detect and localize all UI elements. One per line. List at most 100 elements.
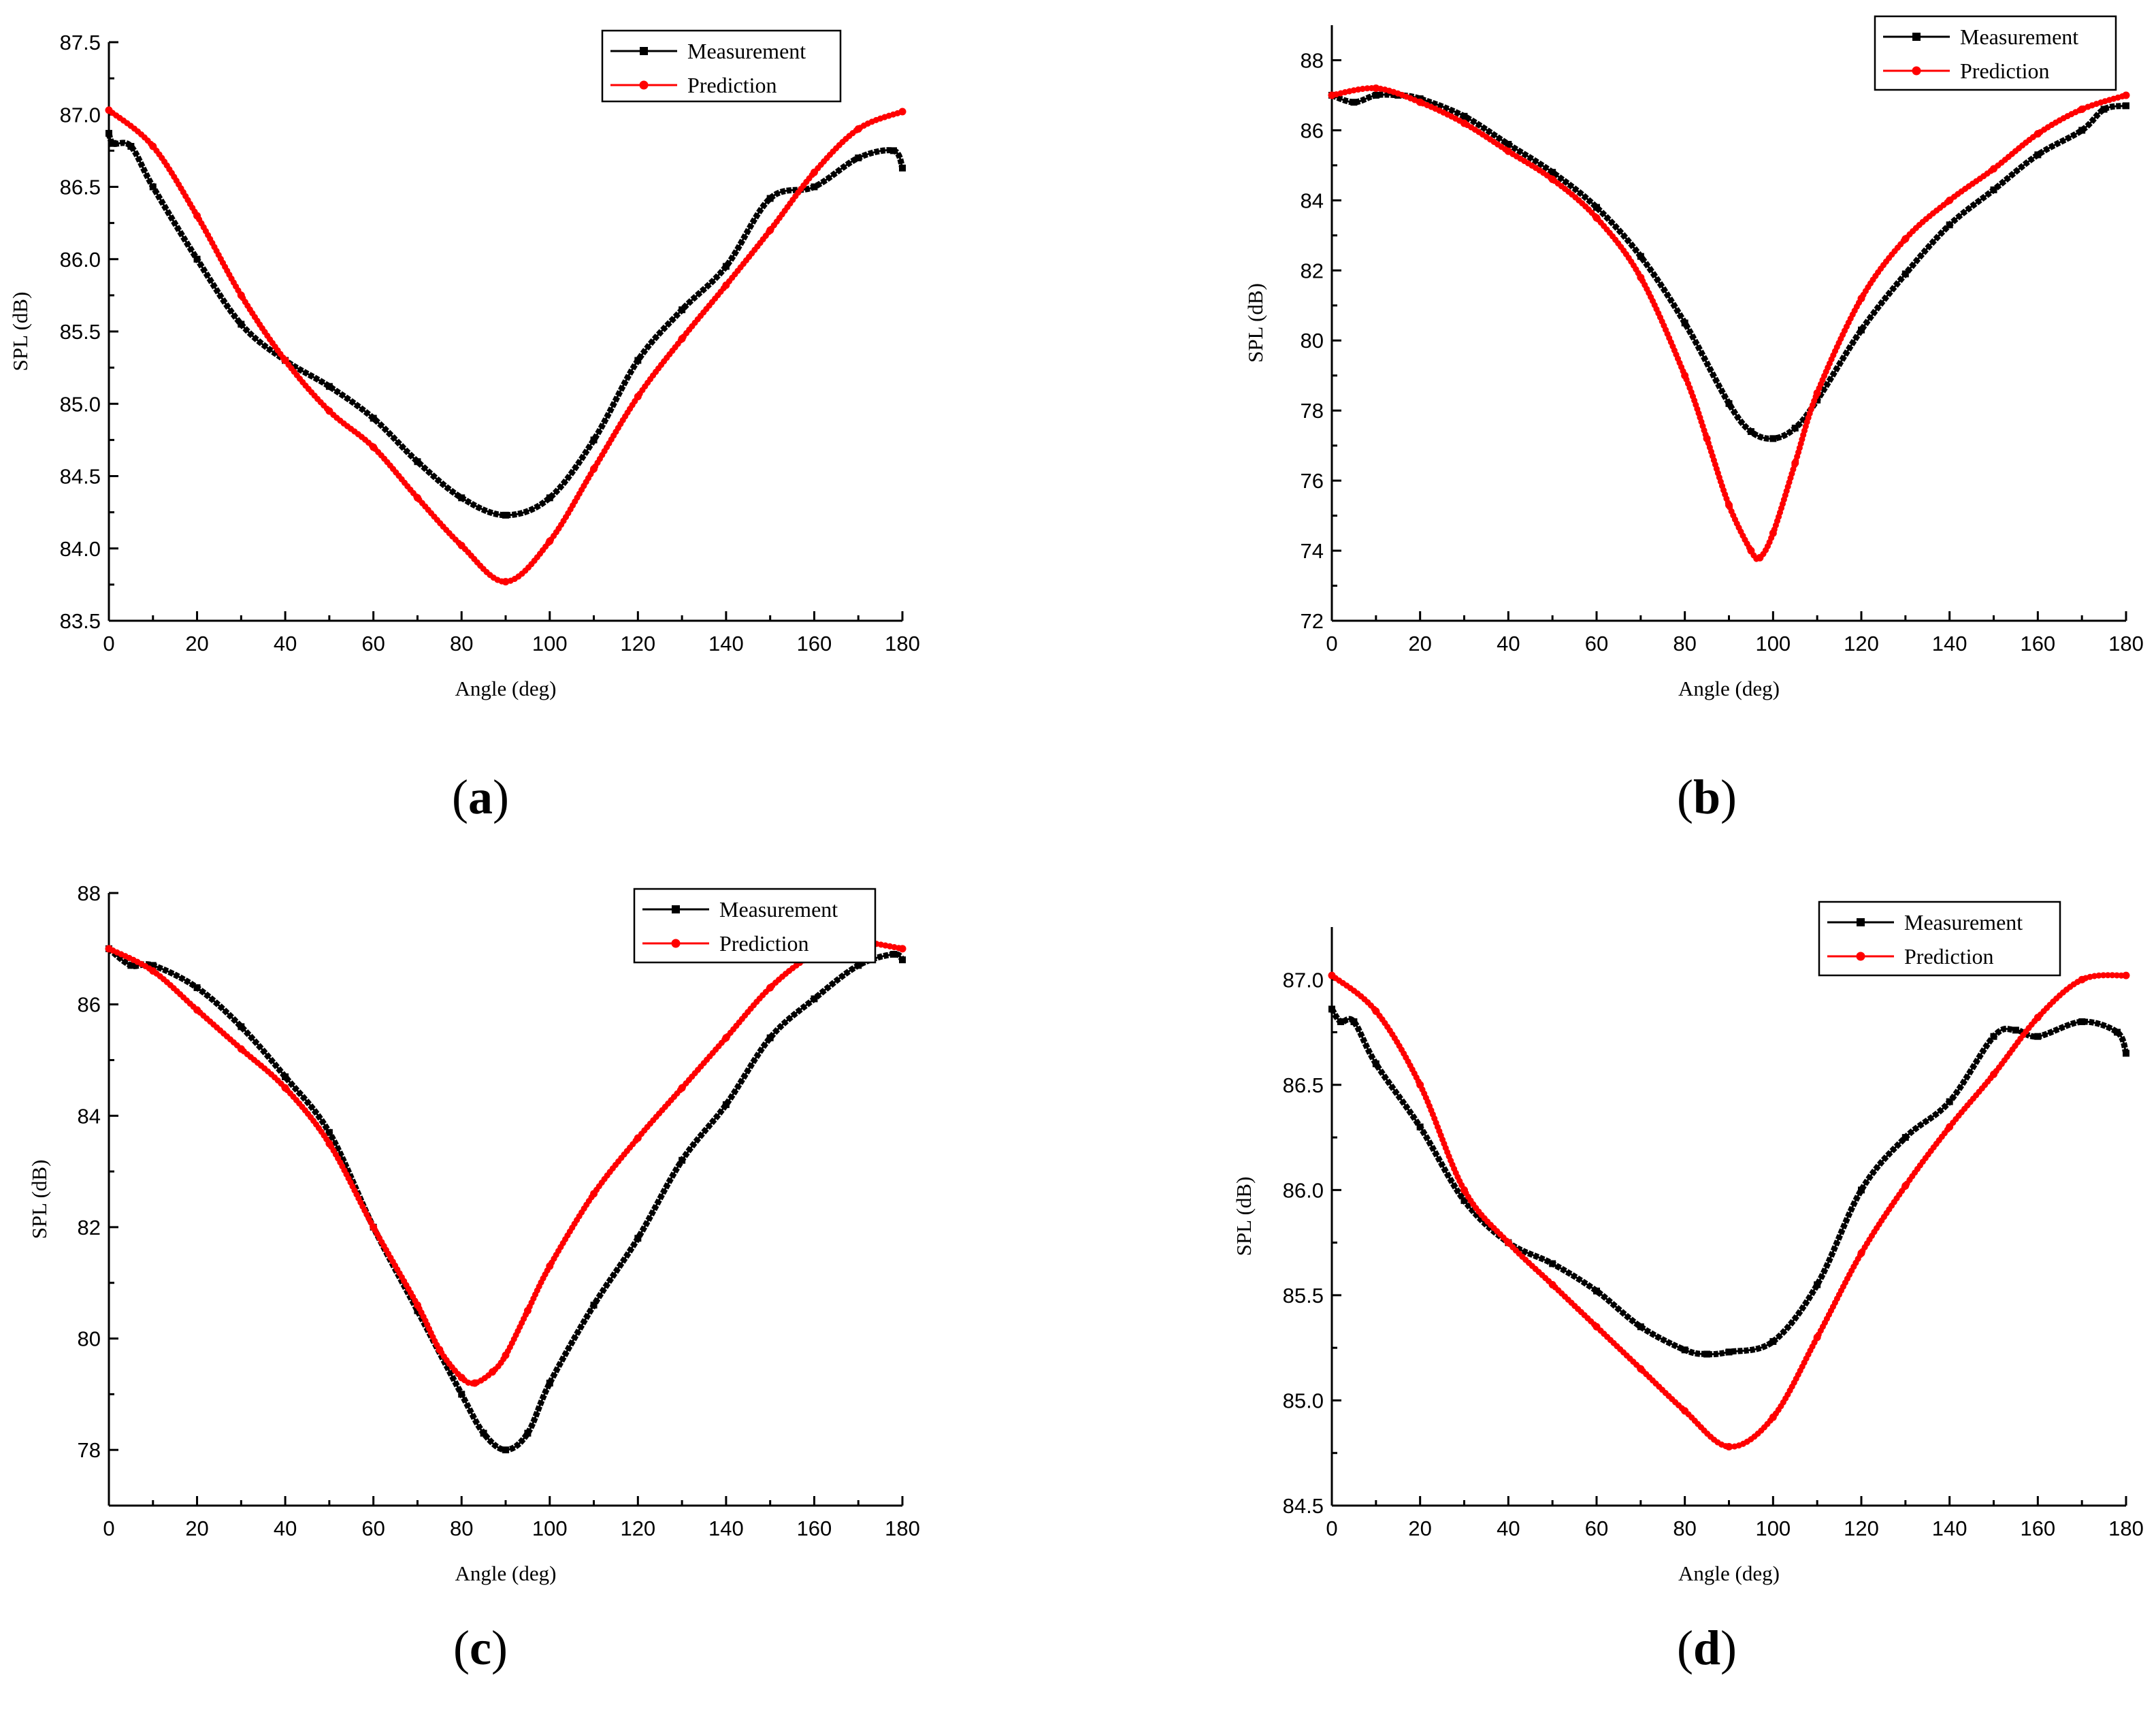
x-tick-label: 60: [1585, 1516, 1608, 1540]
data-point-prediction: [105, 945, 113, 953]
panel-label: (d): [1677, 1621, 1737, 1675]
data-point-measurement: [722, 263, 730, 270]
data-point-measurement: [105, 129, 112, 137]
data-point-prediction: [1328, 971, 1336, 979]
legend-label-prediction: Prediction: [1960, 59, 2050, 83]
data-point-measurement: [2078, 1018, 2086, 1026]
legend-marker-circle: [671, 939, 681, 948]
x-tick-label: 120: [620, 1516, 655, 1540]
data-point-measurement: [524, 1429, 532, 1437]
data-point-prediction: [1791, 459, 1799, 467]
data-point-measurement: [1337, 1018, 1344, 1026]
data-point-measurement: [1637, 253, 1644, 260]
data-point-measurement: [238, 1023, 245, 1031]
data-point-measurement: [766, 195, 774, 202]
x-axis-title: Angle (deg): [455, 1561, 557, 1585]
legend-box: [1874, 15, 2117, 91]
data-point-prediction: [1548, 175, 1556, 183]
legend-box: [601, 29, 842, 103]
panel-label: (b): [1677, 770, 1737, 824]
legend-label-measurement: Measurement: [1904, 910, 2023, 935]
data-point-prediction: [898, 108, 906, 116]
data-point-measurement: [899, 164, 906, 172]
legend-marker-circle: [1912, 66, 1921, 76]
data-point-prediction: [678, 335, 686, 343]
legend-label-prediction: Prediction: [687, 73, 777, 97]
series-core-prediction: [1331, 86, 2127, 560]
data-point-measurement: [811, 995, 818, 1003]
x-tick-label: 60: [361, 1516, 385, 1540]
x-tick-label: 0: [1326, 1516, 1337, 1540]
data-point-prediction: [370, 443, 378, 451]
legend-marker-square: [640, 47, 648, 55]
data-point-prediction: [325, 1139, 333, 1148]
data-point-prediction: [370, 1223, 378, 1231]
x-tick-label: 60: [1585, 632, 1608, 655]
data-point-prediction: [1372, 84, 1380, 93]
data-point-prediction: [1637, 274, 1645, 282]
y-tick-label: 84: [1301, 189, 1324, 212]
x-tick-label: 20: [1408, 632, 1431, 655]
y-tick-label: 80: [78, 1327, 101, 1351]
data-point-prediction: [546, 1262, 554, 1270]
y-tick-label: 80: [1301, 329, 1324, 353]
legend: Measurement Prediction: [601, 29, 842, 103]
y-tick-label: 78: [78, 1438, 101, 1462]
data-point-prediction: [2034, 1013, 2042, 1022]
data-point-measurement: [546, 494, 553, 502]
series-core-measurement: [1331, 93, 2127, 440]
data-point-measurement: [890, 147, 898, 155]
x-tick-label: 100: [532, 1516, 568, 1540]
y-tick-label: 84: [78, 1104, 101, 1128]
data-point-measurement: [502, 511, 509, 519]
data-point-prediction: [898, 945, 906, 953]
data-point-measurement: [2123, 1050, 2129, 1057]
panel-label: (c): [453, 1621, 508, 1675]
y-tick-label: 72: [1301, 609, 1324, 633]
data-point-prediction: [1769, 529, 1777, 537]
series-line-measurement: [1330, 91, 2127, 442]
data-point-prediction: [766, 984, 774, 992]
data-point-prediction: [2078, 106, 2086, 114]
data-point-measurement: [590, 436, 598, 444]
data-point-measurement: [1990, 186, 1997, 193]
data-point-measurement: [2034, 151, 2042, 159]
data-point-prediction: [1460, 1186, 1468, 1194]
data-point-measurement: [2123, 102, 2129, 110]
data-point-measurement: [502, 1446, 509, 1454]
data-point-prediction: [1901, 235, 1910, 243]
y-tick-label: 88: [1301, 48, 1324, 72]
data-point-prediction: [1548, 1280, 1556, 1288]
data-point-measurement: [1858, 326, 1865, 334]
data-point-prediction: [471, 1379, 479, 1387]
legend-marker-circle: [639, 80, 649, 90]
x-tick-label: 0: [103, 632, 114, 655]
data-point-measurement: [110, 140, 117, 147]
data-point-measurement: [1791, 424, 1799, 432]
data-point-prediction: [590, 1190, 598, 1198]
data-point-measurement: [1372, 91, 1379, 99]
legend-label-prediction: Prediction: [719, 931, 809, 956]
data-point-measurement: [722, 1101, 730, 1108]
x-axis-title: Angle (deg): [1678, 677, 1780, 700]
y-tick-label: 87.0: [1283, 968, 1324, 992]
data-point-measurement: [1990, 1033, 1997, 1040]
y-tick-label: 84.5: [60, 465, 101, 489]
data-point-measurement: [1681, 1346, 1688, 1354]
data-point-measurement: [679, 306, 686, 314]
x-tick-label: 40: [274, 1516, 297, 1540]
data-point-measurement: [1725, 400, 1733, 407]
data-point-prediction: [1416, 1081, 1424, 1089]
data-point-prediction: [193, 1006, 201, 1014]
data-point-prediction: [1946, 1123, 1954, 1131]
data-point-prediction: [854, 125, 862, 133]
data-point-measurement: [634, 1235, 642, 1242]
data-point-measurement: [811, 183, 818, 191]
data-point-prediction: [1769, 1413, 1777, 1421]
series-core-prediction: [108, 109, 903, 583]
data-point-measurement: [282, 1073, 289, 1080]
y-tick-label: 76: [1301, 469, 1324, 493]
data-point-prediction: [105, 106, 113, 114]
x-tick-label: 180: [885, 632, 920, 655]
data-point-measurement: [127, 143, 135, 150]
